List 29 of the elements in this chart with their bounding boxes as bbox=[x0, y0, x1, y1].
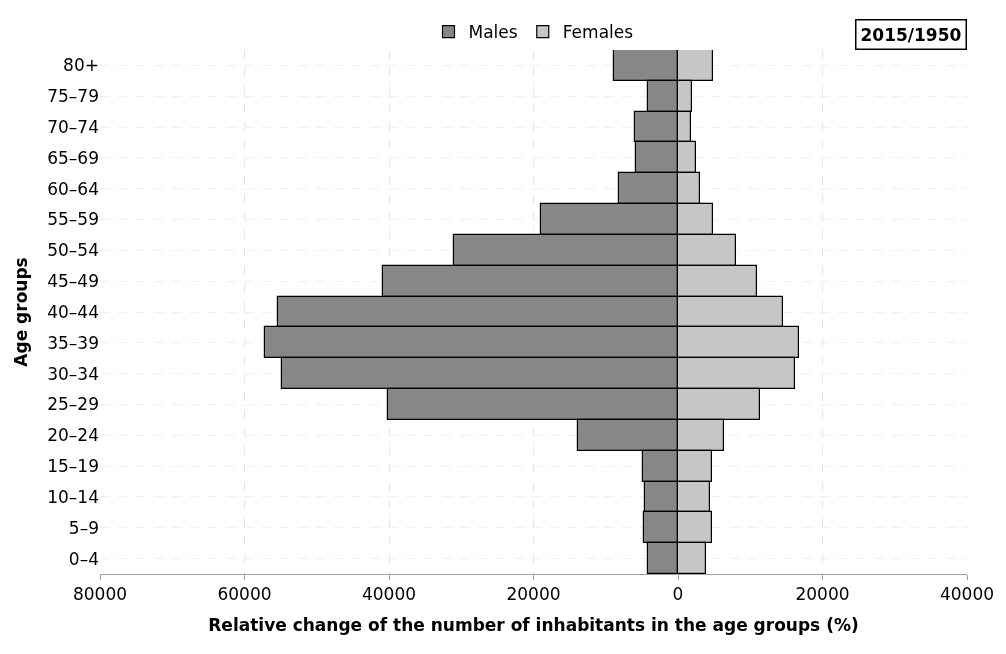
x-tick-label: 60000 bbox=[217, 584, 272, 605]
y-tick-label: 5–9 bbox=[68, 517, 99, 538]
text: 2015/1950 bbox=[860, 24, 962, 45]
x-axis-title: Relative change of the number of inhabitants in the age groups (%) bbox=[208, 614, 859, 635]
y-tick-label: 15–19 bbox=[47, 456, 99, 477]
y-tick-label: 65–69 bbox=[47, 147, 99, 168]
y-tick-label: 55–59 bbox=[47, 209, 99, 230]
y-tick-label: 10–14 bbox=[47, 486, 99, 507]
x-tick-label: 20000 bbox=[795, 584, 850, 605]
y-tick-label: 45–49 bbox=[47, 271, 99, 292]
legend-label: Males bbox=[468, 22, 518, 43]
x-tick-label: 0 bbox=[672, 584, 684, 605]
x-tick-label: 40000 bbox=[939, 584, 995, 605]
y-tick-label: 75–79 bbox=[47, 86, 99, 107]
legend-label: Females bbox=[562, 22, 634, 43]
y-tick-label: 30–34 bbox=[47, 363, 99, 384]
x-tick-label: 20000 bbox=[506, 584, 561, 605]
y-tick-label: 20–24 bbox=[47, 425, 99, 446]
y-tick-label: 50–54 bbox=[47, 240, 99, 261]
y-tick-label: 70–74 bbox=[47, 117, 99, 138]
y-tick-label: 60–64 bbox=[47, 178, 99, 199]
y-tick-label: 35–39 bbox=[47, 332, 99, 353]
y-tick-label: 0–4 bbox=[68, 548, 99, 569]
y-axis-title: Age groups bbox=[10, 257, 31, 367]
y-tick-label: 25–29 bbox=[47, 394, 99, 415]
x-tick-label: 80000 bbox=[72, 584, 128, 605]
y-tick-label: 80+ bbox=[63, 55, 99, 76]
y-tick-label: 40–44 bbox=[47, 301, 99, 322]
x-tick-label: 40000 bbox=[361, 584, 417, 605]
